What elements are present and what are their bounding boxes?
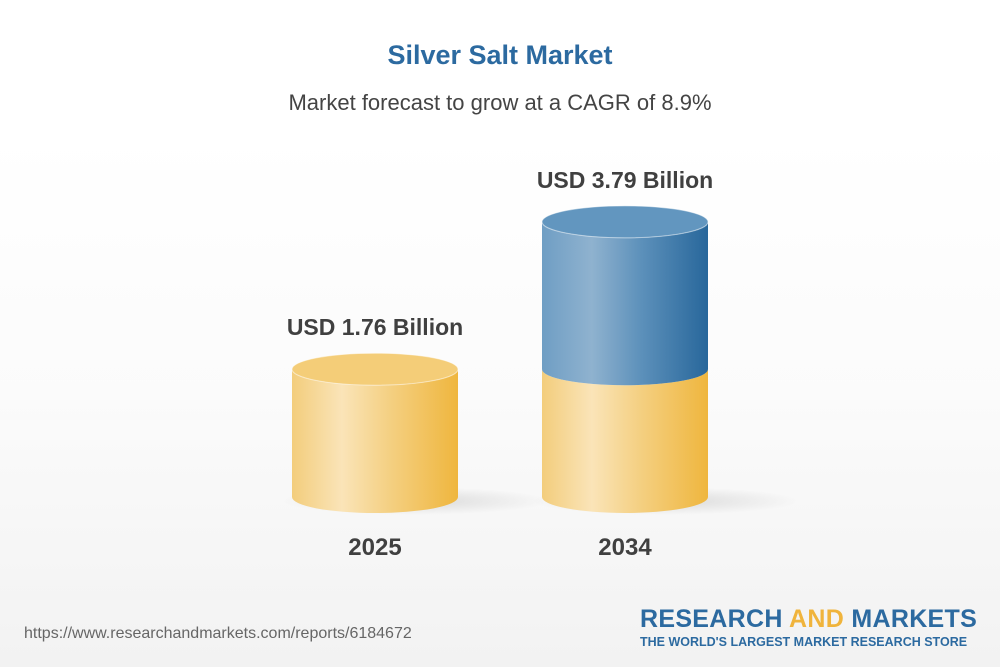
logo-word-research: RESEARCH bbox=[640, 605, 783, 633]
cylinder-base-segment bbox=[292, 369, 458, 513]
category-label: 2034 bbox=[598, 534, 652, 561]
logo-word-markets: MARKETS bbox=[851, 605, 978, 633]
data-label: USD 1.76 Billion bbox=[287, 314, 463, 340]
logo-word-and: AND bbox=[789, 605, 845, 633]
cylinder-chart: USD 1.76 Billion 2025 USD 3.79 Billion 2034 bbox=[282, 167, 798, 561]
source-url[interactable]: https://www.researchandmarkets.com/repor… bbox=[24, 625, 412, 642]
cylinder-top bbox=[541, 205, 709, 239]
research-and-markets-logo: RESEARCH AND MARKETS THE WORLD'S LARGEST… bbox=[640, 605, 978, 649]
cylinder-growth-segment bbox=[542, 221, 708, 386]
category-label: 2025 bbox=[348, 534, 401, 561]
cylinder-top bbox=[291, 352, 459, 386]
logo-tagline: THE WORLD'S LARGEST MARKET RESEARCH STOR… bbox=[640, 635, 968, 649]
chart-title: Silver Salt Market bbox=[387, 40, 613, 70]
chart-subtitle: Market forecast to grow at a CAGR of 8.9… bbox=[288, 90, 712, 115]
data-label: USD 3.79 Billion bbox=[537, 167, 713, 193]
cylinder-base-segment bbox=[542, 369, 708, 513]
